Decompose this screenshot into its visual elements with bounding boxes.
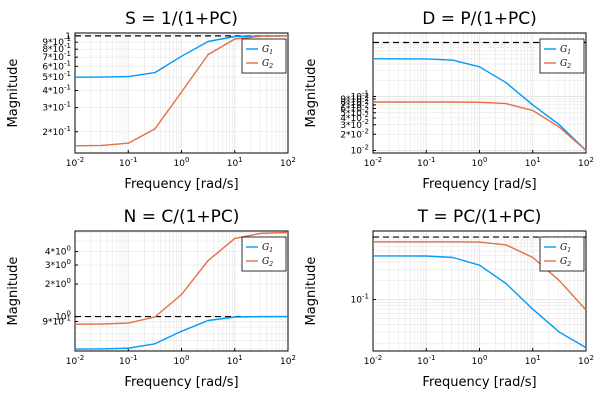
series-line-g2 [373,101,587,152]
x-axis-label: Frequency [rad/s] [422,177,536,192]
y-tick-label: 10-1 [351,90,369,103]
y-tick-label: 8*10-2 [340,95,369,108]
y-tick-label: 8*10-1 [42,42,71,55]
y-tick-label: 1 [65,32,71,42]
y-tick-label: 10-1 [351,293,369,306]
x-tick-label: 10-1 [119,156,137,169]
y-tick-label: 2*10-1 [42,125,71,138]
x-tick-label: 101 [525,156,541,169]
y-tick-label: 9*10-1 [42,315,71,328]
legend-label-g2: G2 [262,59,273,70]
x-tick-label: 10-2 [66,156,84,169]
x-tick-label: 100 [472,156,488,169]
y-tick-label: 6*10-1 [42,59,71,72]
y-tick-label: 6*10-2 [340,102,369,115]
series-line-g2 [373,241,587,311]
legend-label-g1: G1 [262,243,273,254]
legend-label-g1: G1 [560,45,571,56]
y-tick-label: 3*10-2 [340,118,369,131]
legend-label-g2: G2 [560,59,571,70]
y-tick-label: 100 [55,310,71,323]
x-tick-label: 10-2 [66,354,84,367]
y-axis-label: Magnitude [6,59,21,128]
series-line-g1 [74,315,288,350]
x-tick-label: 10-2 [364,156,382,169]
legend-label-g1: G1 [262,45,273,56]
y-axis-label: Magnitude [304,59,319,128]
x-tick-label: 101 [525,354,541,367]
series-line-g1 [74,35,288,78]
chart-title: S = 1/(1+PC) [125,9,238,29]
y-tick-label: 4*100 [45,245,71,258]
x-tick-label: 101 [227,156,243,169]
legend-label-g2: G2 [262,257,273,268]
x-tick-label: 100 [174,156,190,169]
y-tick-label: 4*10-1 [42,83,71,96]
y-tick-label: 2*10-2 [340,127,369,140]
series-line-g2 [74,35,289,147]
y-tick-label: 7*10-1 [42,50,71,63]
legend-box [539,236,585,272]
chart-title: N = C/(1+PC) [124,207,240,227]
series-line-g2 [74,231,289,325]
legend-box [539,38,585,74]
y-tick-label: 7*10-2 [340,98,369,111]
legend-box [241,38,287,74]
legend-label-g1: G1 [560,243,571,254]
chart-panel-1: 10-2 10-1 100 101 102 2*10-1 3*10-1 4*10-15*10-… [6,9,296,192]
x-axis-label: Frequency [rad/s] [124,375,238,390]
chart-panel-3: 10-2 10-1 100 101 1029*10-11002*1003*1004*10… [6,207,296,390]
y-axis-label: Magnitude [304,257,319,326]
y-tick-label: 3*10-1 [42,101,71,114]
y-tick-label: 9*10-1 [42,35,71,48]
y-tick-label: 5*10-2 [340,106,369,119]
y-tick-label: 10-2 [351,144,369,157]
y-tick-label: 4*10-2 [340,111,369,124]
y-tick-label: 5*10-1 [42,70,71,83]
legend-box [241,236,287,272]
y-axis-label: Magnitude [6,257,21,326]
y-tick-label: 3*100 [45,258,71,271]
x-tick-label: 102 [280,354,296,367]
chart-panel-2: 10-2 10-1 100 101 102 10-2 2*10-23*10-24*10-25… [304,9,594,192]
chart-title: T = PC/(1+PC) [417,207,542,227]
chart-title: D = P/(1+PC) [422,9,537,29]
series-line-g1 [373,255,587,349]
x-tick-label: 100 [472,354,488,367]
x-tick-label: 100 [174,354,190,367]
x-tick-label: 10-1 [417,354,435,367]
x-tick-label: 10-2 [364,354,382,367]
x-tick-label: 10-1 [119,354,137,367]
x-axis-label: Frequency [rad/s] [124,177,238,192]
x-tick-label: 102 [578,354,594,367]
legend-label-g2: G2 [560,257,571,268]
x-tick-label: 10-1 [417,156,435,169]
y-tick-label: 2*100 [45,277,71,290]
grid [74,231,288,351]
series-line-g1 [373,58,587,152]
x-axis-label: Frequency [rad/s] [422,375,536,390]
x-tick-label: 102 [280,156,296,169]
y-tick-label: 9*10-2 [340,92,369,105]
x-tick-label: 102 [578,156,594,169]
x-tick-label: 101 [227,354,243,367]
